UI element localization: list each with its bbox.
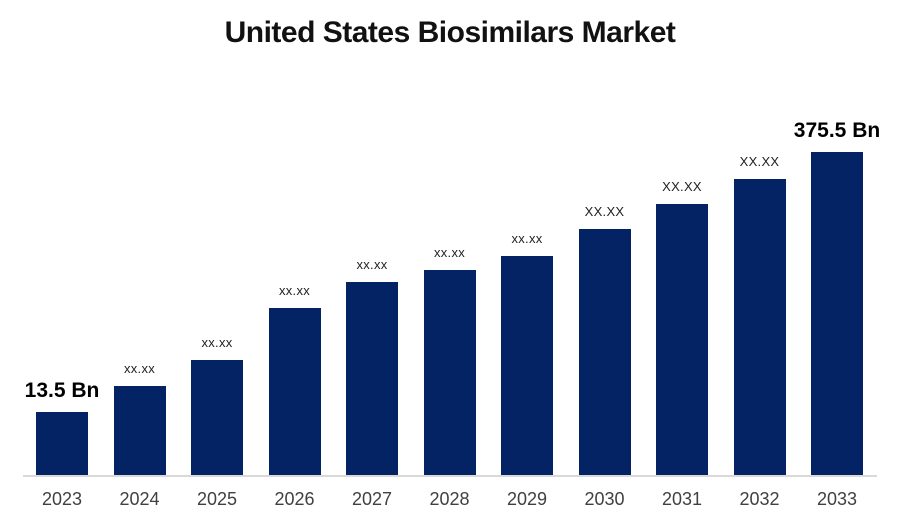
x-axis-tick-label: 2026	[274, 489, 315, 509]
bar	[733, 179, 786, 475]
bar-group: xx.xx 2028	[411, 0, 489, 525]
bar-value-label: XX.XX	[584, 204, 625, 220]
bar-value-label: xx.xx	[356, 257, 388, 273]
x-axis-tick-label: 2023	[41, 489, 83, 509]
x-axis-tick-label: 2033	[816, 489, 858, 509]
x-axis-line	[23, 475, 877, 477]
bar-group: xx.xx 2026	[256, 0, 334, 525]
bar-value-label: xx.xx	[201, 335, 233, 351]
x-axis-tick-label: 2032	[739, 489, 780, 509]
bar	[113, 386, 166, 475]
x-axis-tick-label: 2028	[429, 489, 470, 509]
bar-value-label: xx.xx	[511, 231, 543, 247]
bar-group: xx.xx 2027	[333, 0, 411, 525]
bar	[423, 270, 476, 475]
bar	[268, 308, 321, 475]
bar-value-label: XX.XX	[662, 179, 702, 195]
bar-value-label: 13.5 Bn	[24, 378, 100, 402]
bar-group: 375.5 Bn 2033	[794, 0, 880, 525]
bar	[656, 204, 708, 475]
bar	[811, 152, 863, 475]
bar-value-label: xx.xx	[123, 361, 156, 377]
chart-title: United States Biosimilars Market	[224, 16, 676, 49]
bar-group: xx.xx 2024	[101, 0, 179, 525]
x-axis-tick-label: 2025	[196, 489, 238, 509]
bar	[191, 360, 243, 475]
bar-value-label: xx.xx	[278, 283, 311, 299]
bar	[578, 229, 631, 475]
bar-group: xx.xx 2025	[178, 0, 256, 525]
bar-group: XX.XX 2032	[721, 0, 799, 525]
bar-group: XX.XX 2030	[566, 0, 644, 525]
x-axis-tick-label: 2030	[584, 489, 625, 509]
bar-value-label: XX.XX	[739, 154, 780, 170]
bar	[36, 412, 88, 475]
bar	[501, 256, 553, 475]
bar-group: 13.5 Bn 2023	[23, 0, 101, 525]
bar-group: xx.xx 2029	[488, 0, 566, 525]
x-axis-tick-label: 2031	[661, 489, 703, 509]
bar	[346, 282, 398, 475]
bar-value-label: xx.xx	[433, 245, 466, 261]
x-axis-tick-label: 2024	[119, 489, 160, 509]
bar-value-label: 375.5 Bn	[793, 118, 881, 142]
x-axis-tick-label: 2027	[351, 489, 393, 509]
x-axis-tick-label: 2029	[506, 489, 548, 509]
bar-group: XX.XX 2031	[643, 0, 721, 525]
